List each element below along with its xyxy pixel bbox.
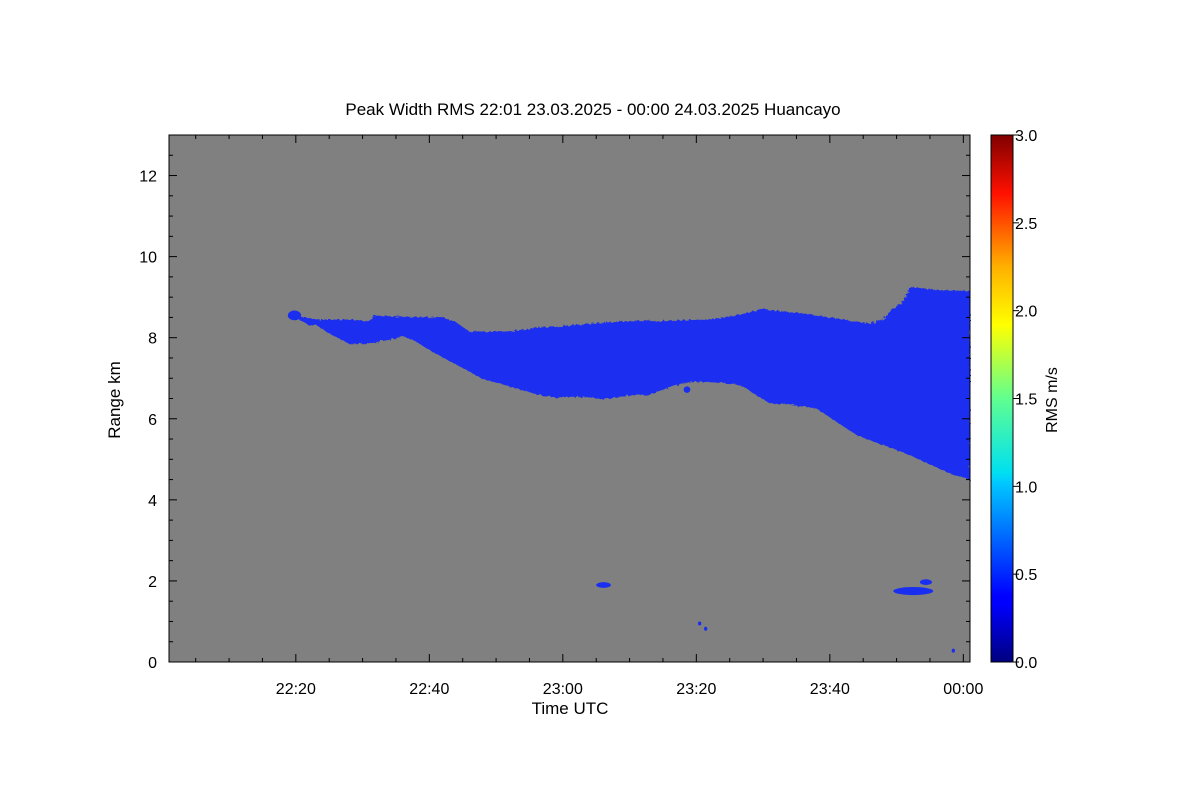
colorbar-tick-label: 3.0 bbox=[1015, 128, 1037, 145]
colorbar-tick-label: 1.0 bbox=[1015, 479, 1037, 496]
x-tick-label: 22:40 bbox=[409, 681, 449, 698]
echo-data-layer bbox=[287, 287, 970, 653]
y-tick-label: 8 bbox=[148, 331, 157, 348]
colorbar bbox=[990, 134, 1014, 663]
colorbar-tick-label: 2.5 bbox=[1015, 216, 1037, 233]
echo-blob-0 bbox=[287, 310, 302, 321]
colorbar-tick-label: 1.5 bbox=[1015, 392, 1037, 409]
y-tick-label: 4 bbox=[148, 493, 157, 510]
y-tick-label: 12 bbox=[139, 169, 157, 186]
x-axis-label: Time UTC bbox=[532, 699, 609, 718]
main-echo-layer bbox=[292, 287, 970, 480]
x-tick-label: 22:20 bbox=[276, 681, 316, 698]
x-tick-label: 00:00 bbox=[943, 681, 983, 698]
y-axis: 0 2 4 6 8 10 12 bbox=[139, 134, 970, 672]
echo-blob-3 bbox=[893, 587, 934, 596]
colorbar-label: RMS m/s bbox=[1044, 367, 1061, 433]
echo-blob-7 bbox=[951, 648, 955, 653]
echo-blob-5 bbox=[697, 621, 702, 626]
x-axis: 22:20 22:40 23:00 23:20 23:40 00:00 bbox=[195, 135, 983, 698]
y-tick-label: 10 bbox=[139, 250, 157, 267]
echo-blob-6 bbox=[704, 626, 708, 631]
chart-title: Peak Width RMS 22:01 23.03.2025 - 00:00 … bbox=[345, 100, 840, 119]
colorbar-tick-label: 2.0 bbox=[1015, 304, 1037, 321]
colorbar-tick-label: 0.5 bbox=[1015, 567, 1037, 584]
echo-blob-1 bbox=[683, 386, 691, 393]
x-tick-label: 23:40 bbox=[810, 681, 850, 698]
y-axis-label: Range km bbox=[105, 361, 124, 438]
y-tick-label: 0 bbox=[148, 655, 157, 672]
colorbar-tick-label: 0.0 bbox=[1015, 655, 1037, 672]
x-tick-label: 23:20 bbox=[676, 681, 716, 698]
y-tick-label: 2 bbox=[148, 574, 157, 591]
echo-blob-2 bbox=[596, 582, 611, 588]
y-tick-label: 6 bbox=[148, 412, 157, 429]
echo-blob-4 bbox=[919, 579, 932, 585]
x-tick-label: 23:00 bbox=[543, 681, 583, 698]
colorbar-ticks: 0.0 0.5 1.0 1.5 2.0 2.5 3.0 bbox=[1013, 128, 1037, 672]
